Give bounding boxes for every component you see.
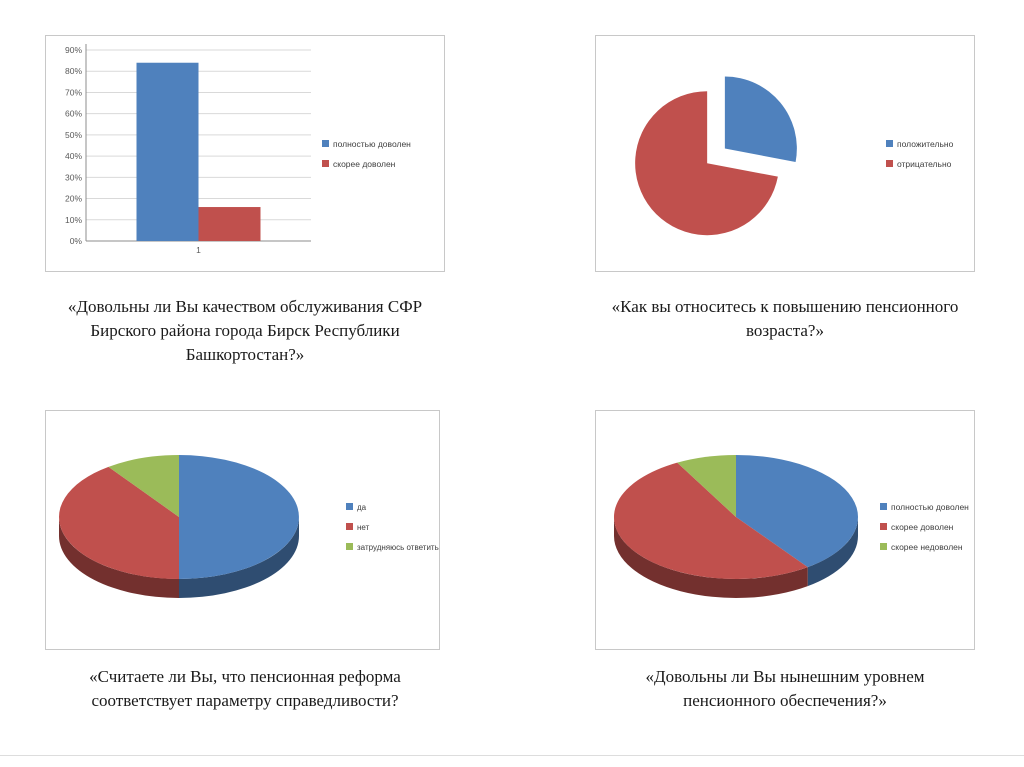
chart-caption-service-quality: «Довольны ли Вы качеством обслуживания С…: [67, 297, 423, 365]
y-tick-label: 0%: [70, 236, 83, 246]
legend-label: полностью доволен: [891, 502, 969, 512]
pie3d-chart-panel-right: полностью доволен скорее доволен скорее не…: [595, 410, 975, 650]
legend-swatch: [346, 523, 353, 530]
pie-slice: [613, 462, 808, 580]
y-tick-label: 40%: [65, 151, 82, 161]
pie-chart: положительно отрицательно: [596, 36, 974, 271]
x-tick-label: 1: [196, 245, 201, 255]
legend-swatch: [346, 543, 353, 550]
exploded-pie-chart-panel: положительно отрицательно: [595, 35, 975, 272]
chart-svg: да нет затрудняюсь ответить: [59, 455, 439, 598]
pie3d-chart: полностью доволен скорее доволен скорее не…: [596, 411, 974, 649]
pie-slice: [108, 455, 179, 517]
chart-caption-reform-fairness: «Считаете ли Вы, что пенсионная реформа …: [89, 667, 401, 711]
y-tick-label: 20%: [65, 194, 82, 204]
legend-swatch: [886, 160, 893, 167]
pie-side: [614, 517, 808, 599]
legend-label: да: [357, 503, 367, 512]
chart-svg: 0% 10% 20% 30% 40% 50% 60% 70% 80% 90% 1 полностью …: [65, 44, 411, 255]
legend-swatch: [880, 523, 887, 530]
pie-side: [179, 517, 299, 598]
y-tick-label: 90%: [65, 45, 82, 55]
legend-swatch: [880, 543, 887, 550]
y-tick-label: 70%: [65, 87, 82, 97]
pie3d-chart: да нет затрудняюсь ответить: [46, 411, 439, 649]
chart-svg: полностью доволен скорее доволен скорее не…: [613, 455, 969, 599]
legend-swatch: [322, 160, 329, 167]
bar: [136, 62, 199, 242]
pie3d-chart-panel-left: да нет затрудняюсь ответить: [45, 410, 440, 650]
legend-label: скорее доволен: [333, 159, 396, 169]
legend-label: отрицательно: [897, 159, 952, 169]
pie-slice: [59, 466, 180, 579]
y-tick-label: 10%: [65, 215, 82, 225]
chart-svg: положительно отрицательно: [635, 76, 954, 236]
pie-side: [807, 517, 858, 587]
chart-caption-pension-age: «Как вы относитесь к повышению пенсионно…: [611, 297, 959, 341]
legend-label: скорее недоволен: [891, 542, 963, 552]
bar: [198, 207, 261, 241]
y-tick-label: 80%: [65, 66, 82, 76]
pie-side: [59, 517, 179, 598]
pie-slice: [179, 455, 299, 579]
y-tick-label: 50%: [65, 130, 82, 140]
pie-slice: [736, 455, 859, 568]
legend-swatch: [322, 140, 329, 147]
legend-swatch: [880, 503, 887, 510]
y-tick-label: 60%: [65, 109, 82, 119]
legend-label: скорее доволен: [891, 522, 954, 532]
chart-caption-pension-level: «Довольны ли Вы нынешним уровнем пенсион…: [645, 667, 925, 711]
legend-swatch: [346, 503, 353, 510]
legend-label: затрудняюсь ответить: [357, 543, 439, 552]
bar-chart-panel: 0% 10% 20% 30% 40% 50% 60% 70% 80% 90% 1 полностью …: [45, 35, 445, 272]
footer-divider: [0, 755, 1024, 756]
pie-slice: [724, 76, 797, 163]
y-tick-label: 30%: [65, 172, 82, 182]
legend-label: нет: [357, 523, 370, 532]
pie-slice: [635, 91, 778, 236]
legend-swatch: [886, 140, 893, 147]
pie-slice: [677, 455, 736, 517]
legend-label: полностью доволен: [333, 139, 411, 149]
legend-label: положительно: [897, 139, 954, 149]
bar-chart: 0% 10% 20% 30% 40% 50% 60% 70% 80% 90% 1 полностью …: [46, 36, 444, 271]
